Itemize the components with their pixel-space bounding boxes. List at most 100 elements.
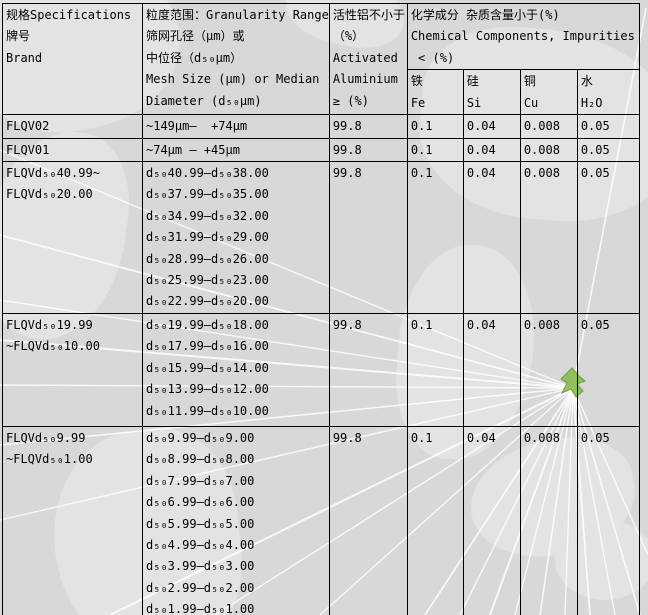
fe-value-cell: 0.1 — [406, 137, 464, 163]
granularity-range-line: d₅₀3.99—d₅₀3.00 — [146, 559, 255, 574]
granularity-range-line: d₅₀15.99—d₅₀14.00 — [146, 360, 269, 375]
cu-value-cell: 0.008 — [519, 137, 578, 163]
granularity-range-line: d₅₀2.99—d₅₀2.00 — [146, 580, 255, 595]
header-cu: 铜 Cu — [519, 69, 578, 116]
header-granularity-line: 筛网孔径（μm）或 — [146, 29, 245, 44]
fe-value-cell: 0.1 — [406, 312, 464, 427]
granularity-range-line: d₅₀25.99—d₅₀23.00 — [146, 273, 269, 288]
granularity-cell: d₅₀9.99—d₅₀9.00 d₅₀8.99—d₅₀8.00 d₅₀7.99—d₅… — [142, 425, 330, 615]
si-value-cell: 0.04 — [462, 161, 521, 314]
granularity-range-line: d₅₀28.99—d₅₀26.00 — [146, 251, 269, 266]
table-header-row: 规格Specifications 牌号 Brand 粒度范围：Granulari… — [2, 2, 640, 116]
brand-line: FLQV02 — [6, 119, 50, 134]
header-brand-line: 牌号 — [6, 29, 31, 44]
fe-value-cell: 0.1 — [406, 161, 464, 314]
spec-row: FLQVd₅₀40.99~ FLQVd₅₀20.00 d₅₀40.99—d₅₀38.… — [2, 161, 640, 314]
si-value-cell: 0.04 — [462, 425, 521, 615]
brand-line: FLQV01 — [6, 142, 50, 157]
si-value-cell: 0.04 — [462, 114, 521, 139]
granularity-range-line: d₅₀17.99—d₅₀16.00 — [146, 339, 269, 354]
granularity-range-line: d₅₀5.99—d₅₀5.00 — [146, 516, 255, 531]
granularity-range-line: d₅₀11.99—d₅₀10.00 — [146, 403, 269, 418]
header-activated-line: Activated — [332, 50, 398, 65]
granularity-range-line: d₅₀7.99—d₅₀7.00 — [146, 473, 255, 488]
fe-value-cell: 0.1 — [406, 425, 464, 615]
header-activated-line: （%） — [332, 29, 365, 44]
header-brand: 规格Specifications 牌号 Brand — [2, 2, 143, 116]
activated-value-cell: 99.8 — [328, 161, 408, 314]
element-symbol: H₂O — [580, 95, 603, 110]
granularity-range-line: ~74μm — +45μm — [146, 142, 240, 157]
brand-cell: FLQVd₅₀19.99 ~FLQVd₅₀10.00 — [2, 312, 143, 427]
header-granularity: 粒度范围：Granularity Range 筛网孔径（μm）或 中位径（d₅₀… — [142, 2, 330, 116]
granularity-range-line: d₅₀4.99—d₅₀4.00 — [146, 537, 255, 552]
granularity-range-line: d₅₀8.99—d₅₀8.00 — [146, 452, 255, 467]
granularity-range-line: d₅₀19.99—d₅₀18.00 — [146, 317, 269, 332]
spec-row: FLQV01 ~74μm — +45μm 99.8 0.1 0.04 0.008 0.05 — [2, 137, 640, 163]
element-cn: 铜 — [523, 74, 536, 89]
granularity-range-line: d₅₀9.99—d₅₀9.00 — [146, 430, 255, 445]
granularity-range-line: d₅₀40.99—d₅₀38.00 — [146, 166, 269, 181]
brand-line: FLQVd₅₀20.00 — [6, 187, 93, 202]
header-brand-line: 规格Specifications — [6, 8, 132, 22]
element-symbol: Fe — [410, 95, 426, 110]
header-activated-line: 活性铝不小于 — [332, 8, 405, 22]
h2o-value-cell: 0.05 — [576, 137, 640, 163]
header-activated-line: Aluminium — [332, 72, 398, 87]
granularity-range-line: d₅₀13.99—d₅₀12.00 — [146, 382, 269, 397]
granularity-cell: d₅₀40.99—d₅₀38.00 d₅₀37.99—d₅₀35.00 d₅₀34.… — [142, 161, 330, 314]
brand-line: ~FLQVd₅₀1.00 — [6, 452, 93, 467]
spec-row: FLQVd₅₀19.99 ~FLQVd₅₀10.00 d₅₀19.99—d₅₀18.… — [2, 312, 640, 427]
brand-cell: FLQVd₅₀9.99 ~FLQVd₅₀1.00 — [2, 425, 143, 615]
element-cn: 铁 — [410, 74, 423, 89]
granularity-range-line: d₅₀31.99—d₅₀29.00 — [146, 230, 269, 245]
header-activated-line: ≥ (%) — [332, 93, 369, 108]
element-cn: 硅 — [466, 74, 479, 89]
element-cn: 水 — [580, 74, 593, 89]
granularity-range-line: ~149μm— +74μm — [146, 119, 248, 134]
header-chemical-line: < (%) — [410, 50, 455, 65]
header-granularity-line: 粒度范围：Granularity Range — [146, 8, 329, 22]
h2o-value-cell: 0.05 — [576, 161, 640, 314]
granularity-range-line: d₅₀37.99—d₅₀35.00 — [146, 187, 269, 202]
granularity-cell: ~149μm— +74μm — [142, 114, 330, 139]
granularity-range-line: d₅₀1.99—d₅₀1.00 — [146, 602, 255, 615]
header-activated-aluminium: 活性铝不小于 （%） Activated Aluminium ≥ (%) — [328, 2, 408, 116]
header-chemical-line: Chemical Components, Impurities — [410, 29, 635, 44]
brand-cell: FLQV01 — [2, 137, 143, 163]
granularity-cell: d₅₀19.99—d₅₀18.00 d₅₀17.99—d₅₀16.00 d₅₀15.… — [142, 312, 330, 427]
h2o-value-cell: 0.05 — [576, 425, 640, 615]
element-symbol: Cu — [523, 95, 539, 110]
brand-cell: FLQVd₅₀40.99~ FLQVd₅₀20.00 — [2, 161, 143, 314]
cu-value-cell: 0.008 — [519, 161, 578, 314]
element-symbol: Si — [466, 95, 482, 110]
h2o-value-cell: 0.05 — [576, 312, 640, 427]
brand-line: FLQVd₅₀40.99~ — [6, 166, 100, 181]
header-si: 硅 Si — [462, 69, 521, 116]
activated-value-cell: 99.8 — [328, 425, 408, 615]
activated-value-cell: 99.8 — [328, 312, 408, 427]
header-h2o: 水 H₂O — [576, 69, 640, 116]
fe-value-cell: 0.1 — [406, 114, 464, 139]
activated-value-cell: 99.8 — [328, 114, 408, 139]
brand-line: FLQVd₅₀9.99 — [6, 430, 86, 445]
cu-value-cell: 0.008 — [519, 312, 578, 427]
header-fe: 铁 Fe — [406, 69, 464, 116]
granularity-range-line: d₅₀34.99—d₅₀32.00 — [146, 208, 269, 223]
brand-line: FLQVd₅₀19.99 — [6, 317, 93, 332]
header-granularity-line: 中位径（d₅₀μm） — [146, 50, 243, 65]
granularity-cell: ~74μm — +45μm — [142, 137, 330, 163]
header-brand-line: Brand — [6, 50, 43, 65]
header-chemical-components: 化学成分 杂质含量小于(%) Chemical Components, Impu… — [406, 2, 640, 71]
granularity-range-line: d₅₀22.99—d₅₀20.00 — [146, 294, 269, 309]
header-granularity-line: Diameter (d₅₀μm) — [146, 93, 262, 108]
cu-value-cell: 0.008 — [519, 114, 578, 139]
header-chemical-line: 化学成分 杂质含量小于(%) — [410, 8, 560, 22]
si-value-cell: 0.04 — [462, 312, 521, 427]
spec-row: FLQV02 ~149μm— +74μm 99.8 0.1 0.04 0.008 0.05 — [2, 114, 640, 139]
header-granularity-line: Mesh Size (μm) or Median — [146, 72, 320, 87]
spec-row: FLQVd₅₀9.99 ~FLQVd₅₀1.00 d₅₀9.99—d₅₀9.00 d₅… — [2, 425, 640, 615]
brand-line: ~FLQVd₅₀10.00 — [6, 339, 100, 354]
table-subheader-row: 铁 Fe 硅 Si 铜 Cu 水 H₂O — [3, 69, 640, 116]
